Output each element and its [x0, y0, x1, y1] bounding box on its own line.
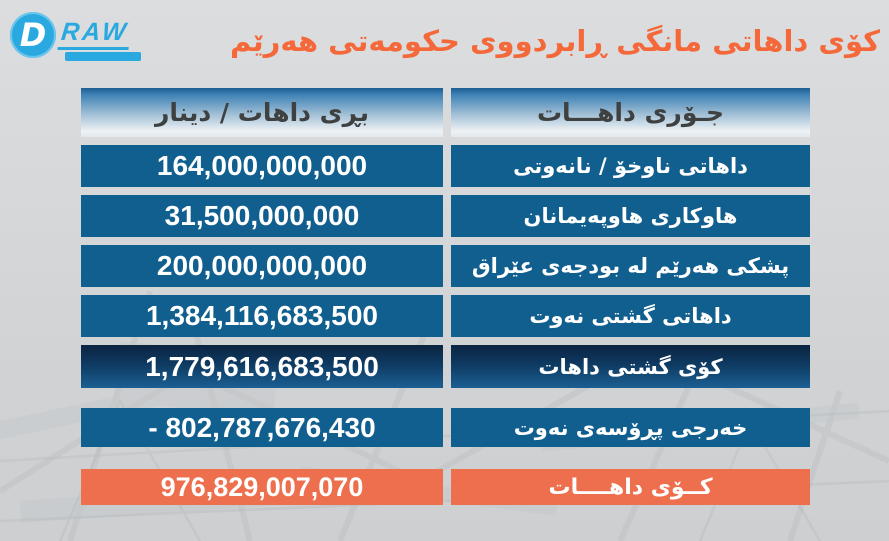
- draw-logo-initial: D: [19, 16, 47, 54]
- revenue-type-cell: کۆی گشتی داهات: [451, 345, 810, 388]
- revenue-type-label: داهاتی گشتی نەوت: [529, 304, 732, 328]
- amount-cell: 1,779,616,683,500: [81, 345, 443, 388]
- amount-cell: 1,384,116,683,500: [81, 295, 443, 337]
- logo-tagline-bar: [65, 52, 141, 61]
- draw-logo-text: RAW: [57, 18, 132, 50]
- amount-value: - 802,787,676,430: [148, 411, 376, 443]
- amount-cell: 31,500,000,000: [81, 195, 443, 237]
- amount-value: 1,384,116,683,500: [145, 300, 378, 331]
- amount-value: 1,779,616,683,500: [145, 350, 379, 382]
- table-row: 164,000,000,000 داهاتی ناوخۆ / نانەوتی: [81, 145, 810, 187]
- revenue-type-label: پشکی هەرێم لە بودجەی عێراق: [471, 254, 790, 278]
- draw-logo-wordmark: RAW: [57, 18, 141, 61]
- revenue-type-label: کۆی گشتی داهات: [538, 354, 723, 379]
- header-type-cell: جـۆری داهـــات: [451, 88, 810, 137]
- revenue-type-cell: پشکی هەرێم لە بودجەی عێراق: [451, 245, 810, 287]
- amount-value: 164,000,000,000: [156, 150, 368, 181]
- table-header-row: بڕی داهات / دینار جـۆری داهـــات: [81, 88, 810, 137]
- amount-cell: 976,829,007,070: [81, 469, 443, 505]
- revenue-type-cell: خەرجی پڕۆسەی نەوت: [451, 408, 810, 447]
- table-row: 31,500,000,000 هاوکاری هاوپەیمانان: [81, 195, 810, 237]
- header-amount-cell: بڕی داهات / دینار: [81, 88, 443, 137]
- amount-cell: 200,000,000,000: [81, 245, 443, 287]
- revenue-table: بڕی داهات / دینار جـۆری داهـــات 164,000…: [81, 88, 810, 505]
- table-row-net-total: 976,829,007,070 کــۆی داهــــات: [81, 469, 810, 505]
- draw-logo-icon: D: [10, 12, 56, 58]
- amount-cell: - 802,787,676,430: [81, 408, 443, 447]
- table-row-oil-expense: - 802,787,676,430 خەرجی پڕۆسەی نەوت: [81, 408, 810, 447]
- draw-logo: D RAW: [10, 12, 141, 61]
- amount-value: 976,829,007,070: [160, 471, 364, 502]
- amount-cell: 164,000,000,000: [81, 145, 443, 187]
- revenue-type-cell: داهاتی ناوخۆ / نانەوتی: [451, 145, 810, 187]
- revenue-type-cell: کــۆی داهــــات: [451, 469, 810, 505]
- table-row: 200,000,000,000 پشکی هەرێم لە بودجەی عێر…: [81, 245, 810, 287]
- revenue-type-label: کــۆی داهــــات: [548, 474, 713, 500]
- table-row: 1,384,116,683,500 داهاتی گشتی نەوت: [81, 295, 810, 337]
- amount-value: 31,500,000,000: [164, 200, 360, 231]
- revenue-type-cell: هاوکاری هاوپەیمانان: [451, 195, 810, 237]
- revenue-type-cell: داهاتی گشتی نەوت: [451, 295, 810, 337]
- amount-value: 200,000,000,000: [156, 250, 368, 281]
- table-row-grand-total-revenue: 1,779,616,683,500 کۆی گشتی داهات: [81, 345, 810, 388]
- revenue-type-label: هاوکاری هاوپەیمانان: [523, 204, 738, 228]
- revenue-type-label: داهاتی ناوخۆ / نانەوتی: [513, 154, 748, 178]
- page-title: کۆی داهاتی مانگی ڕابردووی حکومەتی هەرێم: [230, 24, 880, 58]
- revenue-type-label: خەرجی پڕۆسەی نەوت: [513, 415, 748, 440]
